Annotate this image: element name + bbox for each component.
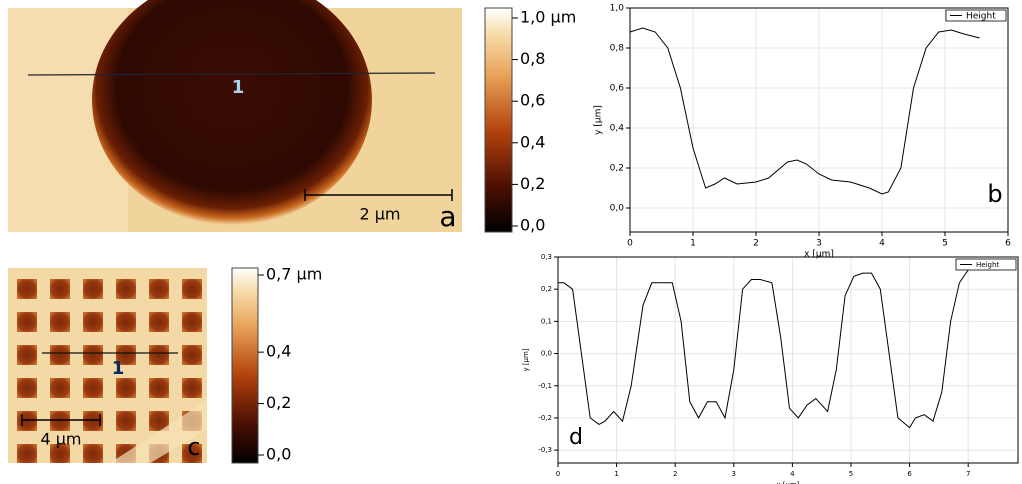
panel-label: c	[187, 433, 200, 461]
y-tick-label: 1,0	[610, 4, 625, 14]
y-tick-label: 0,0	[541, 350, 552, 358]
colorbar-tick-label: 0,2	[266, 393, 291, 412]
colorbar-tick-label: 0,4	[266, 342, 291, 361]
pit	[92, 0, 372, 225]
data-line	[558, 269, 969, 429]
panel-label: a	[439, 200, 456, 233]
panel-label: d	[569, 425, 583, 450]
x-tick-label: 3	[732, 470, 736, 478]
x-tick-label: 2	[753, 239, 759, 249]
x-axis-label: x [µm]	[776, 481, 799, 484]
y-tick-label: 0,3	[541, 253, 552, 261]
x-tick-label: 0	[556, 470, 560, 478]
profile-label: 1	[112, 358, 125, 379]
x-tick-label: 4	[879, 239, 885, 249]
legend-label: Height	[976, 261, 999, 269]
x-tick-label: 0	[627, 239, 633, 249]
plot-frame	[629, 7, 1009, 233]
image-shade	[110, 400, 207, 463]
colorbar-tick-label: 0,8	[520, 49, 545, 68]
x-tick-label: 1	[614, 470, 618, 478]
colorbar-tick-label: 0,4	[520, 132, 545, 151]
data-line	[629, 27, 980, 195]
y-tick-label: -0,1	[538, 382, 552, 390]
y-axis-label: y [µm]	[522, 348, 530, 371]
x-axis-label: x [µm]	[804, 250, 834, 260]
scale-bar	[304, 189, 453, 201]
legend-box	[945, 9, 1007, 22]
x-tick-label: 2	[673, 470, 677, 478]
x-tick-label: 6	[907, 470, 912, 478]
y-tick-label: 0,1	[541, 317, 552, 325]
panel-label: b	[987, 180, 1002, 208]
x-tick-label: 3	[816, 239, 822, 249]
x-tick-label: 1	[690, 239, 696, 249]
colorbar-tick-label: 0,0	[266, 445, 291, 464]
x-tick-label: 4	[790, 470, 795, 478]
colorbar-tick-label: 0,6	[520, 91, 545, 110]
profile-label: 1	[232, 77, 245, 98]
colorbar-tick-label: 0,2	[520, 174, 545, 193]
x-tick-label: 7	[966, 470, 970, 478]
y-tick-label: 0,4	[610, 124, 625, 134]
colorbar-tick-label: 0,7 µm	[266, 265, 322, 284]
x-tick-label: 5	[942, 239, 948, 249]
y-axis-label: y [µm]	[594, 105, 604, 135]
plot-frame	[557, 256, 1019, 464]
y-tick-label: 0,6	[610, 84, 625, 94]
colorbar	[484, 7, 513, 233]
scale-bar-label: 2 µm	[359, 205, 400, 224]
legend-label: Height	[966, 12, 996, 22]
colorbar	[231, 267, 259, 464]
colorbar-tick-label: 0,0	[520, 216, 545, 235]
x-tick-label: 5	[849, 470, 853, 478]
scale-bar-label: 4 µm	[40, 430, 81, 449]
colorbar-tick-label: 1,0 µm	[520, 8, 576, 27]
y-tick-label: -0,2	[538, 414, 552, 422]
y-tick-label: -0,3	[538, 446, 552, 454]
y-tick-label: 0,0	[610, 204, 625, 214]
y-tick-label: 0,2	[541, 285, 552, 293]
y-tick-label: 0,8	[610, 44, 625, 54]
profile-line	[27, 72, 436, 76]
scale-bar	[21, 414, 101, 426]
x-tick-label: 6	[1005, 239, 1011, 249]
y-tick-label: 0,2	[610, 164, 624, 174]
legend-box	[955, 258, 1017, 271]
